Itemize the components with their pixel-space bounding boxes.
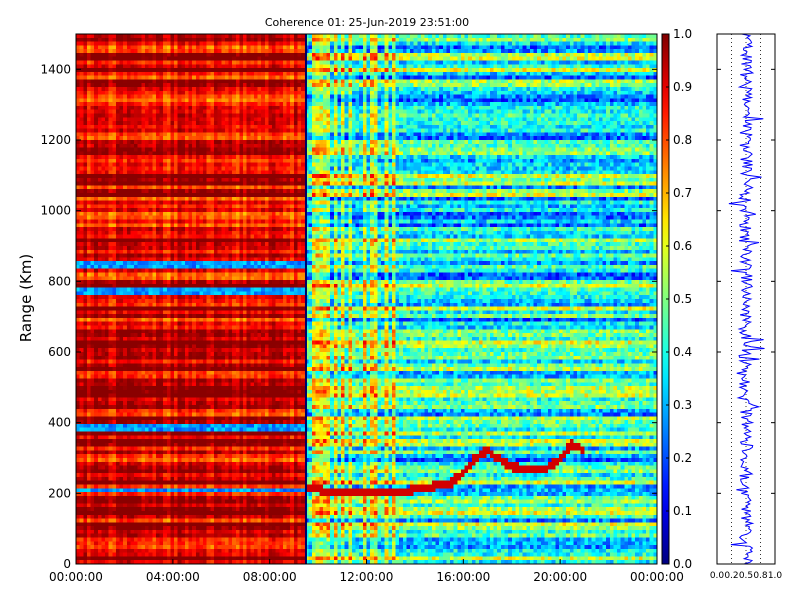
profile-x-tick-label: 0.5 — [739, 571, 753, 581]
profile-x-tick-label: 0.2 — [724, 571, 738, 581]
y-tick-label: 200 — [48, 486, 71, 500]
x-tick-label: 12:00:00 — [340, 570, 394, 584]
y-tick-label: 1400 — [40, 62, 71, 76]
x-tick-label: 00:00:00 — [630, 570, 684, 584]
y-tick-label: 1000 — [40, 204, 71, 218]
x-tick-label: 20:00:00 — [533, 570, 587, 584]
y-tick-label: 0 — [63, 557, 71, 571]
x-tick-label: 00:00:00 — [49, 570, 103, 584]
x-tick-label: 16:00:00 — [436, 570, 490, 584]
heatmap-image — [76, 34, 657, 564]
y-tick-label: 600 — [48, 345, 71, 359]
y-axis-label: Range (Km) — [17, 254, 35, 342]
heatmap-axes: 0 200 400 600 800 1000 1200 1400 00:00:00 04:00:0… — [40, 33, 684, 584]
profile-x-tick-label: 0.8 — [753, 571, 768, 581]
y-tick-label: 1200 — [40, 133, 71, 147]
profile-x-tick-label: 1.0 — [768, 571, 783, 581]
colorbar-tick-label: 0.6 — [673, 239, 692, 253]
colorbar: 0.0 0.1 0.2 0.3 0.4 0.5 0.6 0.7 0.8 0.9 1.0 — [661, 27, 692, 571]
colorbar-tick-label: 0.4 — [673, 345, 692, 359]
profile-series-line — [728, 33, 765, 565]
chart-title: Coherence 01: 25-Jun-2019 23:51:00 — [265, 16, 469, 29]
colorbar-tick-label: 0.9 — [673, 80, 692, 94]
colorbar-tick-label: 0.8 — [673, 133, 692, 147]
colorbar-tick-label: 1.0 — [673, 27, 692, 41]
colorbar-tick-label: 0.7 — [673, 186, 692, 200]
colorbar-tick-label: 0.5 — [673, 292, 692, 306]
y-tick-label: 400 — [48, 416, 71, 430]
profile-plot: 0.0 0.2 0.5 0.8 1.0 — [710, 33, 783, 581]
colorbar-tick-label: 0.1 — [673, 504, 692, 518]
x-tick-label: 04:00:00 — [146, 570, 200, 584]
colorbar-tick-label: 0.2 — [673, 451, 692, 465]
profile-frame — [716, 33, 776, 565]
colorbar-tick-label: 0.3 — [673, 398, 692, 412]
heatmap — [76, 34, 657, 564]
y-tick-label: 800 — [48, 274, 71, 288]
x-tick-label: 08:00:00 — [243, 570, 297, 584]
colorbar-tick-label: 0.0 — [673, 557, 692, 571]
profile-x-tick-label: 0.0 — [710, 571, 725, 581]
